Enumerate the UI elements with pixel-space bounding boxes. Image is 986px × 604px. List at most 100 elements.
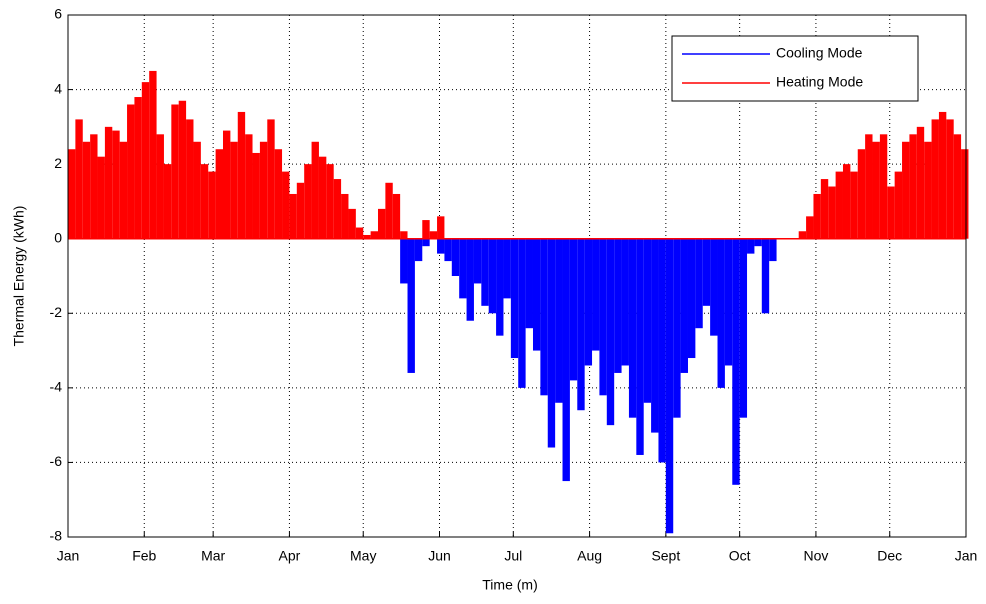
- bar: [222, 130, 231, 239]
- bar: [112, 130, 120, 239]
- bar: [739, 238, 748, 418]
- bar: [673, 238, 681, 418]
- x-tick-label: Feb: [132, 548, 156, 564]
- bar: [208, 171, 216, 239]
- bar: [754, 238, 762, 247]
- bar: [518, 238, 526, 388]
- bar: [326, 164, 334, 239]
- bar: [200, 164, 209, 239]
- bar: [363, 234, 371, 239]
- bar: [695, 238, 703, 329]
- plot-frame: [67, 14, 967, 538]
- x-tick-label: Aug: [577, 548, 602, 564]
- bar: [341, 193, 349, 239]
- bar: [333, 179, 342, 239]
- bar: [392, 193, 401, 239]
- bar: [68, 149, 76, 239]
- bar: [429, 231, 438, 239]
- bar: [665, 238, 674, 534]
- bar: [525, 238, 533, 329]
- bar: [127, 104, 135, 239]
- bar: [850, 171, 858, 239]
- bar: [902, 141, 910, 239]
- bar: [916, 126, 925, 239]
- bar: [370, 231, 378, 239]
- legend-label: Heating Mode: [776, 74, 863, 90]
- bar: [569, 238, 578, 381]
- bar: [702, 238, 711, 306]
- bar: [857, 149, 866, 239]
- bar: [680, 238, 688, 373]
- bar: [887, 186, 895, 239]
- bar: [134, 97, 142, 239]
- y-tick-label: -6: [50, 453, 63, 469]
- bar: [894, 171, 903, 239]
- bar: [451, 238, 460, 276]
- y-tick-label: 2: [54, 155, 62, 171]
- bar: [119, 141, 128, 239]
- bar: [872, 141, 880, 239]
- bar: [348, 208, 356, 239]
- legend-box: [671, 35, 919, 102]
- bar: [481, 238, 489, 306]
- y-tick-label: 6: [54, 6, 62, 22]
- bar: [835, 171, 843, 239]
- y-axis-label: Thermal Energy (kWh): [11, 206, 27, 347]
- bar: [584, 238, 593, 366]
- bar: [946, 119, 954, 239]
- bar: [259, 141, 268, 239]
- bar: [400, 238, 408, 284]
- bar: [90, 134, 98, 239]
- bar: [282, 171, 290, 239]
- x-tick-label: Nov: [803, 548, 828, 564]
- bar: [636, 238, 644, 455]
- bar: [614, 238, 622, 373]
- bar: [141, 82, 150, 239]
- y-tick-label: -4: [50, 379, 63, 395]
- bar: [437, 238, 445, 254]
- bar: [267, 119, 275, 239]
- x-tick-label: May: [350, 548, 376, 564]
- bar: [798, 231, 807, 239]
- x-tick-label: Jan: [57, 548, 80, 564]
- bar: [414, 238, 423, 262]
- bar: [178, 100, 187, 239]
- x-tick-label: Sept: [651, 548, 680, 564]
- bar: [865, 134, 873, 239]
- legend-label: Cooling Mode: [776, 45, 863, 61]
- bar: [422, 238, 430, 247]
- bar: [532, 238, 541, 351]
- bar: [473, 238, 482, 284]
- bar: [237, 111, 246, 239]
- bar: [628, 238, 637, 418]
- x-axis-label: Time (m): [482, 577, 537, 593]
- bar: [215, 149, 223, 239]
- bar: [171, 104, 179, 239]
- bar: [820, 179, 829, 239]
- x-tick-label: Mar: [201, 548, 225, 564]
- bar: [717, 238, 725, 388]
- bar: [621, 238, 629, 366]
- bar: [496, 238, 504, 336]
- bar: [377, 208, 386, 239]
- bar: [961, 149, 969, 239]
- bar: [296, 182, 305, 239]
- x-tick-label: Apr: [279, 548, 301, 564]
- bar: [651, 238, 659, 433]
- bar: [953, 134, 962, 239]
- bar: [252, 152, 260, 239]
- bar: [75, 119, 83, 239]
- bar: [592, 238, 600, 351]
- bar: [769, 238, 777, 262]
- bar: [842, 164, 851, 239]
- bar: [193, 141, 201, 239]
- x-tick-label: Dec: [877, 548, 902, 564]
- bar: [163, 164, 172, 239]
- bar: [400, 231, 408, 239]
- bar: [547, 238, 556, 448]
- bar: [488, 238, 497, 314]
- bar: [724, 238, 733, 366]
- bar: [459, 238, 467, 299]
- bar: [82, 141, 91, 239]
